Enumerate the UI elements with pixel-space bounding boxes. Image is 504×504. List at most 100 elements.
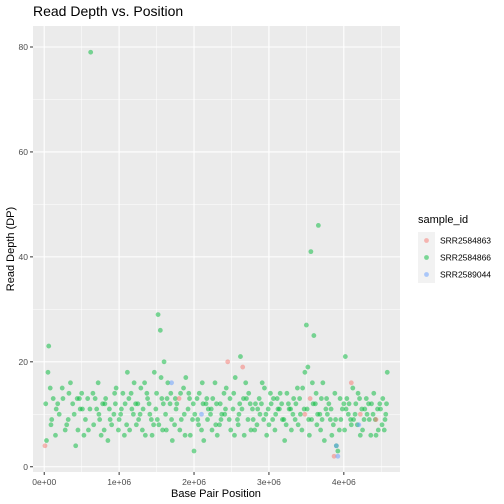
data-point-srr2584866 [282, 438, 288, 443]
data-point-srr2584863 [307, 396, 313, 401]
data-point-srr2584866 [124, 369, 130, 375]
data-point-srr2584866 [292, 417, 298, 422]
data-point-srr2584863 [302, 411, 308, 417]
data-point-srr2584866 [335, 448, 341, 454]
data-point-srr2584866 [288, 427, 294, 433]
data-point-srr2589044 [169, 380, 174, 386]
y-tick-label: 0 [23, 462, 28, 472]
data-point-srr2584866 [102, 401, 108, 407]
data-point-srr2584866 [68, 380, 73, 386]
data-point-srr2584866 [357, 432, 363, 438]
data-point-srr2584866 [146, 401, 152, 407]
data-point-srr2584866 [91, 422, 97, 428]
data-point-srr2584866 [70, 401, 76, 407]
data-point-srr2584866 [133, 401, 139, 407]
x-axis-label: Base Pair Position [171, 488, 261, 500]
data-point-srr2589044 [335, 453, 341, 459]
legend: sample_id SRR2584863 SRR2584866 SRR2589044 [418, 214, 491, 283]
data-point-srr2584866 [142, 432, 148, 438]
x-tick-label: 3e+06 [257, 477, 281, 487]
grid-lines [33, 26, 400, 472]
data-point-srr2584866 [201, 438, 207, 443]
data-point-srr2584866 [346, 401, 352, 407]
data-point-srr2584866 [138, 385, 144, 391]
data-point-srr2584866 [217, 401, 223, 407]
data-point-srr2584866 [336, 427, 342, 433]
data-point-srr2584866 [232, 375, 238, 380]
data-point-srr2584866 [222, 411, 228, 417]
data-point-srr2584866 [247, 401, 253, 407]
data-point-srr2584866 [115, 427, 121, 433]
data-point-srr2584866 [245, 417, 251, 422]
data-point-srr2584866 [373, 432, 379, 438]
data-point-srr2584866 [151, 422, 156, 428]
chart-title: Read Depth vs. Position [33, 3, 183, 19]
data-point-srr2584866 [149, 432, 155, 438]
data-point-srr2584866 [311, 333, 317, 338]
y-axis-ticks: 0 20 40 60 80 [19, 42, 33, 472]
x-tick-label: 2e+06 [182, 477, 206, 487]
data-point-srr2584866 [363, 396, 369, 401]
data-point-srr2584866 [314, 422, 320, 428]
data-point-srr2584866 [273, 411, 279, 417]
legend-marker [424, 238, 429, 243]
data-point-srr2584866 [328, 406, 334, 412]
x-tick-label: 1e+06 [107, 477, 131, 487]
data-point-srr2584866 [214, 432, 220, 438]
data-point-srr2584866 [157, 327, 163, 333]
data-point-srr2584866 [107, 417, 113, 422]
data-point-srr2584866 [281, 417, 287, 422]
data-point-srr2584866 [71, 411, 77, 417]
data-point-srr2584866 [279, 401, 285, 407]
data-point-srr2584866 [318, 396, 324, 401]
data-point-srr2584866 [338, 417, 344, 422]
data-point-srr2584866 [153, 406, 159, 412]
data-point-srr2584866 [300, 385, 306, 391]
data-point-srr2584866 [309, 380, 315, 386]
data-point-srr2584866 [370, 411, 376, 417]
data-point-srr2584866 [156, 422, 162, 428]
data-point-srr2589044 [356, 422, 362, 428]
data-point-srr2584866 [382, 417, 388, 422]
data-point-srr2584866 [121, 432, 127, 438]
data-point-srr2584866 [105, 438, 111, 443]
data-point-srr2584866 [111, 411, 117, 417]
data-point-srr2584866 [49, 417, 55, 422]
data-point-srr2584866 [329, 432, 335, 438]
data-point-srr2584863 [357, 411, 363, 417]
data-point-srr2584866 [109, 422, 115, 428]
data-point-srr2584866 [364, 411, 370, 417]
data-point-srr2584866 [214, 401, 219, 407]
data-points [42, 49, 390, 459]
data-point-srr2584866 [196, 422, 201, 428]
data-point-srr2584866 [301, 406, 307, 412]
legend-marker [424, 272, 429, 277]
data-point-srr2584866 [379, 422, 385, 428]
data-point-srr2584866 [327, 417, 333, 422]
data-point-srr2584866 [288, 406, 294, 412]
data-point-srr2584866 [160, 427, 165, 433]
data-point-srr2584866 [318, 427, 324, 433]
data-point-srr2584866 [232, 432, 237, 438]
data-point-srr2584866 [243, 380, 249, 386]
data-point-srr2584866 [250, 406, 255, 412]
data-point-srr2584866 [64, 422, 70, 428]
data-point-srr2584866 [47, 385, 53, 391]
data-point-srr2584866 [238, 354, 243, 359]
data-point-srr2584866 [294, 385, 300, 391]
data-point-srr2584866 [241, 432, 247, 438]
data-point-srr2584866 [297, 411, 303, 417]
data-point-srr2584866 [120, 390, 126, 396]
legend-label: SRR2584863 [440, 236, 491, 246]
data-point-srr2584866 [256, 396, 262, 401]
data-point-srr2584866 [172, 422, 177, 428]
data-point-srr2584866 [252, 427, 258, 433]
data-point-srr2584866 [221, 390, 227, 396]
x-tick-label: 4e+06 [332, 477, 356, 487]
data-point-srr2584866 [173, 406, 179, 412]
data-point-srr2584866 [139, 427, 145, 433]
data-point-srr2584866 [92, 396, 98, 401]
data-point-srr2584866 [324, 411, 330, 417]
data-point-srr2589044 [333, 443, 339, 449]
